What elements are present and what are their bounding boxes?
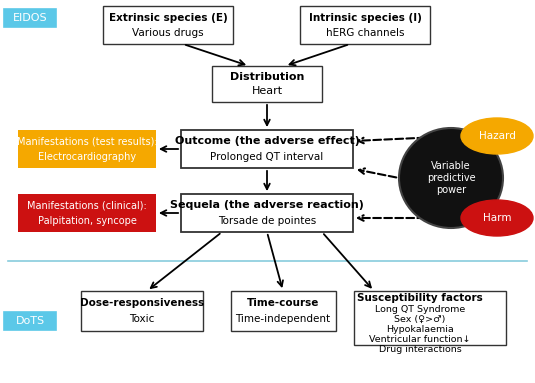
Text: Toxic: Toxic xyxy=(129,314,155,324)
FancyBboxPatch shape xyxy=(81,291,203,331)
Text: DoTS: DoTS xyxy=(16,316,44,326)
Text: Ventricular function↓: Ventricular function↓ xyxy=(369,334,471,344)
FancyBboxPatch shape xyxy=(354,291,506,345)
Text: EIDOS: EIDOS xyxy=(13,13,47,23)
Text: Dose-responsiveness: Dose-responsiveness xyxy=(80,298,204,308)
Text: Drug interactions: Drug interactions xyxy=(379,344,461,354)
FancyBboxPatch shape xyxy=(18,194,156,232)
Text: Palpitation, syncope: Palpitation, syncope xyxy=(37,216,136,226)
Text: Harm: Harm xyxy=(483,213,511,223)
Text: Manifestations (clinical):: Manifestations (clinical): xyxy=(27,200,147,210)
Text: Manifestations (test results):: Manifestations (test results): xyxy=(17,136,157,146)
FancyBboxPatch shape xyxy=(18,130,156,168)
Text: hERG channels: hERG channels xyxy=(326,28,404,38)
Text: Sequela (the adverse reaction): Sequela (the adverse reaction) xyxy=(170,200,364,210)
Text: Intrinsic species (I): Intrinsic species (I) xyxy=(309,13,422,23)
Text: Susceptibility factors: Susceptibility factors xyxy=(357,293,483,303)
Text: Extrinsic species (E): Extrinsic species (E) xyxy=(109,13,227,23)
FancyBboxPatch shape xyxy=(231,291,335,331)
FancyBboxPatch shape xyxy=(4,312,56,330)
Text: Hypokalaemia: Hypokalaemia xyxy=(386,324,454,334)
Text: Time-independent: Time-independent xyxy=(235,314,331,324)
FancyBboxPatch shape xyxy=(103,6,233,44)
Text: Time-course: Time-course xyxy=(247,298,319,308)
Text: Heart: Heart xyxy=(251,86,282,96)
Text: Various drugs: Various drugs xyxy=(132,28,204,38)
FancyBboxPatch shape xyxy=(300,6,430,44)
Ellipse shape xyxy=(461,200,533,236)
Text: Electrocardiography: Electrocardiography xyxy=(38,152,136,162)
Text: Hazard: Hazard xyxy=(479,131,515,141)
FancyBboxPatch shape xyxy=(212,66,322,102)
Text: Long QT Syndrome: Long QT Syndrome xyxy=(375,304,465,314)
Text: Distribution: Distribution xyxy=(230,72,304,82)
FancyBboxPatch shape xyxy=(181,194,353,232)
Text: Prolonged QT interval: Prolonged QT interval xyxy=(210,152,324,162)
Text: Variable
predictive
power: Variable predictive power xyxy=(427,161,475,195)
FancyBboxPatch shape xyxy=(4,9,56,27)
FancyBboxPatch shape xyxy=(181,130,353,168)
Text: Outcome (the adverse effect): Outcome (the adverse effect) xyxy=(174,136,360,146)
Ellipse shape xyxy=(399,128,503,228)
Text: Torsade de pointes: Torsade de pointes xyxy=(218,216,316,226)
Text: Sex (♀>♂): Sex (♀>♂) xyxy=(394,314,446,324)
Ellipse shape xyxy=(461,118,533,154)
